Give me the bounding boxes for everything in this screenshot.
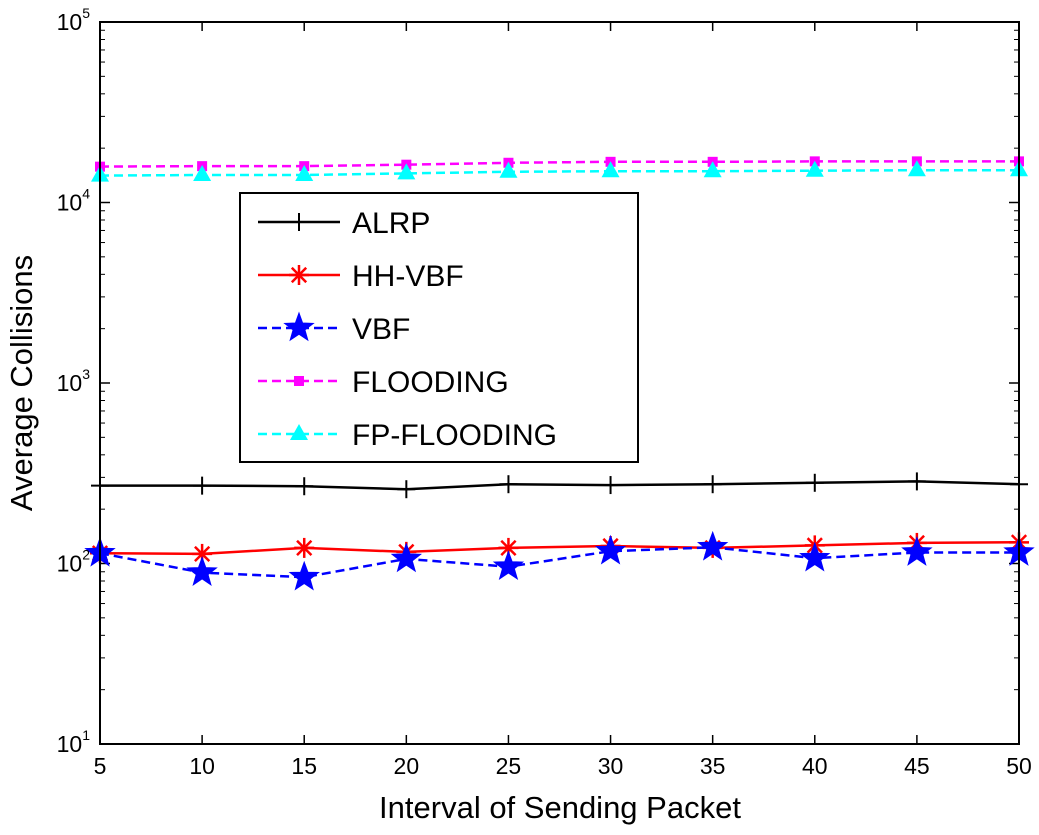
x-tick-label: 30 xyxy=(598,753,624,779)
y-tick-label: 104 xyxy=(57,186,91,216)
data-point-hh-vbf xyxy=(294,537,315,558)
data-point-fp-flooding xyxy=(907,160,926,177)
data-point-vbf xyxy=(799,541,831,572)
legend-label-hh-vbf: HH-VBF xyxy=(352,260,464,293)
x-tick-label: 45 xyxy=(904,753,930,779)
series-line-vbf xyxy=(99,546,1019,579)
data-point-alrp xyxy=(703,475,722,494)
marker-stroke xyxy=(194,545,211,563)
x-axis-title: Interval of Sending Packet xyxy=(379,790,741,825)
marker-stroke xyxy=(290,266,308,284)
x-tick-label: 35 xyxy=(700,753,726,779)
x-tick-labels: 5 10 15 20 25 30 35 40 45 50 xyxy=(94,753,1032,779)
series-line-hh-vbf xyxy=(99,541,1020,556)
x-tick-label: 50 xyxy=(1006,753,1032,779)
legend-marker-vbf xyxy=(283,311,315,342)
data-point-fp-flooding xyxy=(397,163,416,180)
data-point-fp-flooding xyxy=(703,161,722,178)
data-point-vbf xyxy=(390,542,422,573)
data-point-vbf xyxy=(697,530,729,561)
data-point-vbf xyxy=(288,560,320,591)
data-point-alrp xyxy=(907,472,926,491)
x-tick-label: 40 xyxy=(802,753,828,779)
legend-label-flooding: FLOODING xyxy=(352,366,509,399)
legend: ALRP HH-VBF VBF FLOODING FP-FLOODING xyxy=(239,192,639,463)
x-tick-label: 5 xyxy=(94,753,107,779)
legend-marker-hh-vbf xyxy=(289,265,309,285)
series-layer xyxy=(84,156,1035,591)
data-point-vbf xyxy=(492,550,525,580)
legend-label-fp-flooding: FP-FLOODING xyxy=(352,419,557,452)
data-point-vbf xyxy=(186,556,218,586)
data-point-fp-flooding xyxy=(601,161,620,178)
series-vbf xyxy=(84,530,1035,591)
data-point-alrp xyxy=(397,480,416,499)
data-point-alrp xyxy=(193,476,212,495)
legend-label-vbf: VBF xyxy=(352,313,410,346)
data-point-fp-flooding xyxy=(295,165,314,182)
x-tick-label: 25 xyxy=(496,753,522,779)
legend-marker-flooding xyxy=(294,376,304,386)
legend-label-alrp: ALRP xyxy=(352,207,430,240)
marker-stroke xyxy=(296,539,313,556)
legend-marker-alrp xyxy=(290,213,308,231)
data-point-fp-flooding xyxy=(499,161,518,178)
data-point-alrp xyxy=(805,473,824,492)
y-tick-label: 101 xyxy=(57,727,91,757)
series-alrp xyxy=(91,472,1028,499)
data-point-alrp xyxy=(499,475,518,494)
data-point-fp-flooding xyxy=(193,165,212,182)
data-point-fp-flooding xyxy=(805,160,824,177)
y-tick-labels: 101 102 103 104 105 xyxy=(57,5,91,757)
marker-stroke xyxy=(500,539,517,556)
x-tick-label: 20 xyxy=(394,753,420,779)
legend-marker-fp-flooding xyxy=(290,424,308,440)
y-axis-title: Average Collisions xyxy=(4,255,39,511)
x-tick-label: 10 xyxy=(189,753,215,779)
data-point-alrp xyxy=(295,477,314,496)
x-tick-label: 15 xyxy=(291,753,317,779)
data-point-vbf xyxy=(594,534,627,565)
plot-frame xyxy=(99,21,1020,745)
data-point-vbf xyxy=(901,536,933,566)
series-line-alrp xyxy=(100,480,1020,491)
y-tick-label: 105 xyxy=(57,5,91,35)
y-tick-label: 103 xyxy=(57,366,91,396)
data-point-alrp xyxy=(601,476,620,495)
y-tick-label: 102 xyxy=(57,547,91,577)
